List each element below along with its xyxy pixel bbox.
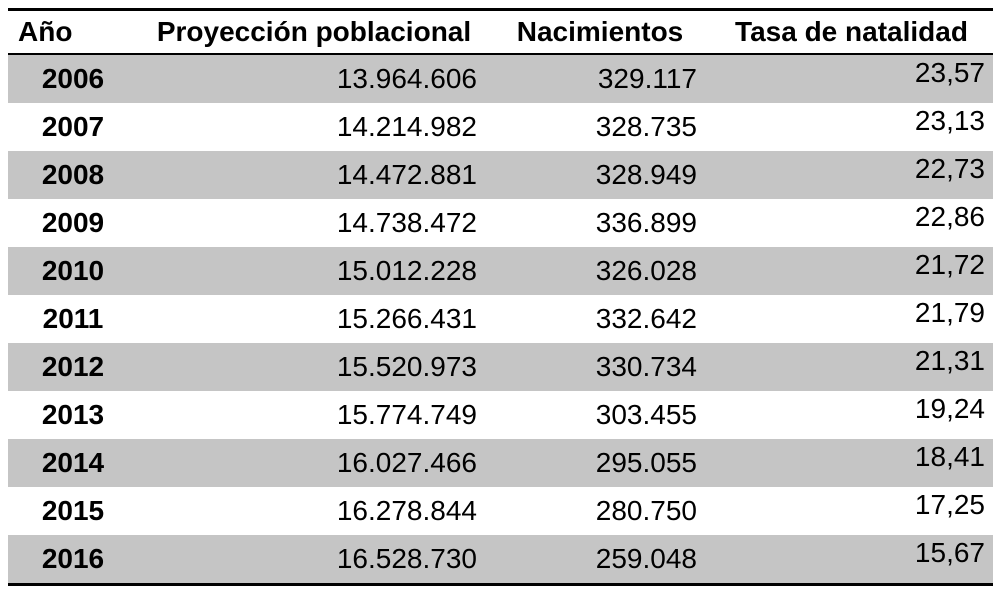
column-header-proyeccion: Proyección poblacional [138,9,490,55]
poblacion-cell: 16.278.844 [336,495,477,526]
table-row: 2006 13.964.606 329.117 23,57 [8,54,993,103]
tasa-value: 23,13 [914,105,985,136]
year-cell: 2009 [41,207,105,238]
tasa-value: 21,79 [914,297,985,328]
year-cell: 2008 [41,159,105,190]
tasa-value: 23,57 [914,57,985,88]
nacimientos-cell: 330.734 [595,351,697,382]
tasa-cell: 15,67 [710,535,993,585]
poblacion-cell: 14.472.881 [336,159,477,190]
tasa-cell: 22,73 [710,151,993,199]
year-cell: 2016 [41,543,105,574]
nacimientos-cell: 329.117 [597,63,697,94]
table-row: 2012 15.520.973 330.734 21,31 [8,343,993,391]
tasa-cell: 18,41 [710,439,993,487]
nacimientos-cell: 336.899 [595,207,697,238]
year-cell: 2007 [41,111,105,142]
nacimientos-cell: 328.949 [595,159,697,190]
year-cell: 2010 [41,255,105,286]
poblacion-cell: 15.520.973 [336,351,477,382]
year-cell: 2014 [41,447,105,478]
poblacion-cell: 14.214.982 [336,111,477,142]
tasa-cell: 21,31 [710,343,993,391]
tasa-cell: 19,24 [710,391,993,439]
poblacion-cell: 14.738.472 [336,207,477,238]
table-row: 2010 15.012.228 326.028 21,72 [8,247,993,295]
table-row: 2013 15.774.749 303.455 19,24 [8,391,993,439]
table-container: Año Proyección poblacional Nacimientos T… [8,8,993,586]
year-cell: 2015 [41,495,105,526]
table-row: 2009 14.738.472 336.899 22,86 [8,199,993,247]
poblacion-cell: 15.266.431 [336,303,477,334]
table-row: 2008 14.472.881 328.949 22,73 [8,151,993,199]
column-header-tasa: Tasa de natalidad [710,9,993,55]
tasa-cell: 23,13 [710,103,993,151]
poblacion-cell: 15.012.228 [336,255,477,286]
year-cell: 2011 [42,303,104,334]
nacimientos-cell: 295.055 [595,447,697,478]
tasa-cell: 21,72 [710,247,993,295]
nacimientos-cell: 280.750 [595,495,697,526]
tasa-value: 22,86 [914,201,985,232]
table-row: 2016 16.528.730 259.048 15,67 [8,535,993,585]
table-row: 2011 15.266.431 332.642 21,79 [8,295,993,343]
table-row: 2014 16.027.466 295.055 18,41 [8,439,993,487]
tasa-value: 17,25 [914,489,985,520]
tasa-value: 22,73 [914,153,985,184]
tasa-value: 19,24 [914,393,985,424]
table-row: 2007 14.214.982 328.735 23,13 [8,103,993,151]
poblacion-cell: 16.528.730 [336,543,477,574]
header-row: Año Proyección poblacional Nacimientos T… [8,9,993,55]
nacimientos-cell: 259.048 [595,543,697,574]
nacimientos-cell: 328.735 [595,111,697,142]
year-cell: 2006 [41,63,105,94]
year-cell: 2012 [41,351,105,382]
tasa-value: 21,72 [914,249,985,280]
tasa-cell: 22,86 [710,199,993,247]
poblacion-cell: 13.964.606 [336,63,477,94]
poblacion-cell: 15.774.749 [336,399,477,430]
tasa-cell: 23,57 [710,54,993,103]
column-header-nacimientos: Nacimientos [490,9,710,55]
natalidad-table: Año Proyección poblacional Nacimientos T… [8,8,993,586]
poblacion-cell: 16.027.466 [336,447,477,478]
tasa-value: 21,31 [914,345,985,376]
nacimientos-cell: 326.028 [595,255,697,286]
nacimientos-cell: 332.642 [595,303,697,334]
tasa-value: 15,67 [914,537,985,568]
column-header-ano: Año [8,9,138,55]
tasa-value: 18,41 [914,441,985,472]
tasa-cell: 21,79 [710,295,993,343]
year-cell: 2013 [41,399,105,430]
tasa-cell: 17,25 [710,487,993,535]
nacimientos-cell: 303.455 [595,399,697,430]
table-row: 2015 16.278.844 280.750 17,25 [8,487,993,535]
